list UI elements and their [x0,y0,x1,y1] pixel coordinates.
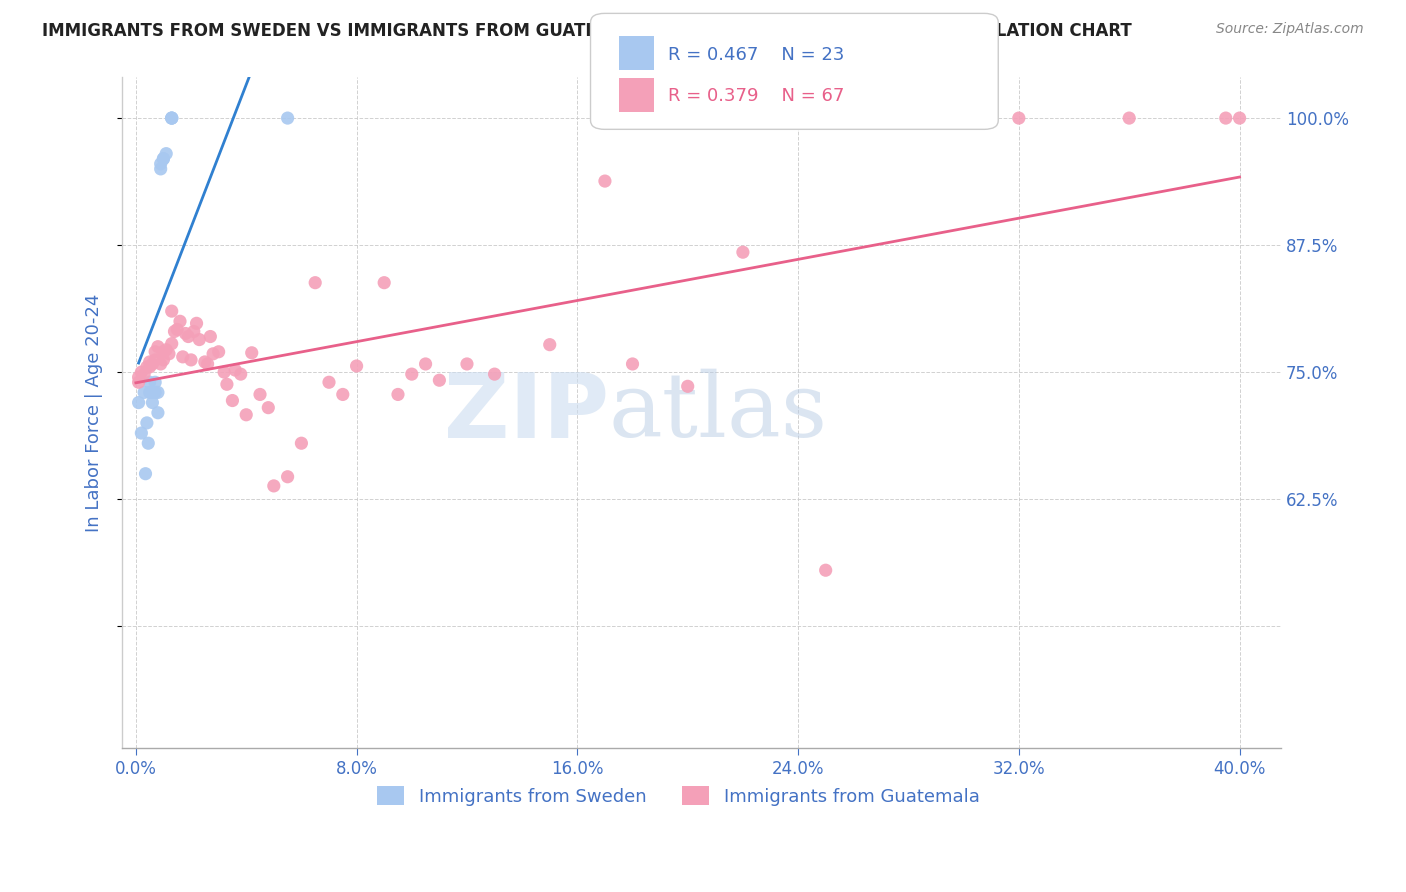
Point [138,355,160,369]
Point [155,146,177,161]
Point [240,346,263,360]
Point [136,436,159,450]
Point [277,111,299,125]
Point [373,276,395,290]
Point [134,467,156,481]
Point [169,314,191,328]
Point [143,344,166,359]
Point [731,245,754,260]
Point [157,347,180,361]
Text: ZIP: ZIP [444,368,609,457]
Point [146,385,169,400]
Point [160,111,183,125]
Point [318,376,340,390]
Point [593,174,616,188]
Point [304,276,326,290]
Point [152,344,174,359]
Point [166,322,188,336]
Point [257,401,280,415]
Point [141,385,163,400]
Point [229,367,252,381]
Text: IMMIGRANTS FROM SWEDEN VS IMMIGRANTS FROM GUATEMALA IN LABOR FORCE | AGE 20-24 C: IMMIGRANTS FROM SWEDEN VS IMMIGRANTS FRO… [42,22,1132,40]
Point [1118,111,1140,125]
Point [290,436,312,450]
Point [138,385,160,400]
Point [249,387,271,401]
Point [134,385,156,400]
Point [277,469,299,483]
Point [221,393,243,408]
Text: R = 0.467    N = 23: R = 0.467 N = 23 [668,46,844,64]
Point [131,425,153,440]
Point [143,376,166,390]
Point [177,329,200,343]
Point [160,111,183,125]
Point [149,161,172,176]
Point [224,363,246,377]
Point [332,387,354,401]
Point [194,355,217,369]
Y-axis label: In Labor Force | Age 20-24: In Labor Force | Age 20-24 [86,293,103,532]
Point [174,326,197,341]
Point [387,387,409,401]
Point [188,333,211,347]
Point [415,357,437,371]
Point [200,329,222,343]
Point [183,325,205,339]
Point [143,385,166,400]
Point [215,377,238,392]
Point [676,379,699,393]
Point [146,340,169,354]
Point [143,352,166,367]
Point [131,365,153,379]
Point [484,367,506,381]
Point [235,408,257,422]
Point [149,357,172,371]
Point [135,416,157,430]
Point [538,337,561,351]
Point [138,359,160,374]
Point [427,373,450,387]
Point [146,406,169,420]
Point [172,350,194,364]
Point [152,152,174,166]
Point [160,111,183,125]
Point [263,479,285,493]
Point [160,304,183,318]
Point [212,365,235,379]
Point [135,359,157,374]
Point [186,316,208,330]
Point [1008,111,1031,125]
Point [456,357,478,371]
Point [134,367,156,381]
Point [346,359,368,373]
Point [1229,111,1251,125]
Point [128,370,150,384]
Point [149,157,172,171]
Point [897,111,920,125]
Point [621,357,644,371]
Point [141,395,163,409]
Point [128,376,150,390]
Point [814,563,837,577]
Text: atlas: atlas [609,369,828,457]
Point [401,367,423,381]
Point [152,352,174,367]
Point [128,395,150,409]
Point [138,376,160,390]
Point [180,352,202,367]
Point [152,152,174,166]
Text: R = 0.379    N = 67: R = 0.379 N = 67 [668,87,844,105]
Point [160,336,183,351]
Legend: Immigrants from Sweden, Immigrants from Guatemala: Immigrants from Sweden, Immigrants from … [370,779,987,813]
Point [207,344,229,359]
Point [141,357,163,371]
Point [163,325,186,339]
Point [155,343,177,357]
Point [202,347,225,361]
Point [197,357,219,371]
Point [1215,111,1237,125]
Text: Source: ZipAtlas.com: Source: ZipAtlas.com [1216,22,1364,37]
